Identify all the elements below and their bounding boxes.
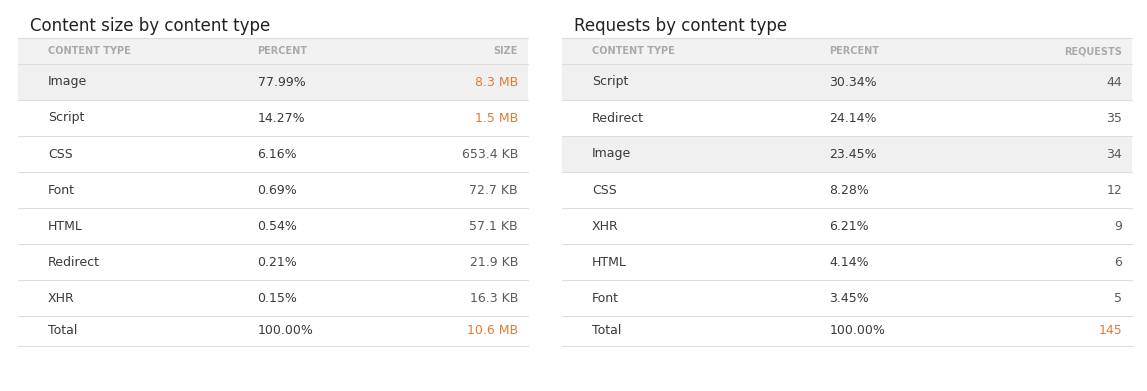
Text: 3.45%: 3.45%	[829, 292, 869, 305]
Bar	[18, 64, 528, 100]
Bar	[562, 280, 1132, 316]
Text: 0.15%: 0.15%	[258, 292, 297, 305]
Bar	[562, 172, 1132, 208]
Text: 21.9 KB: 21.9 KB	[469, 255, 518, 269]
Text: 145: 145	[1098, 325, 1122, 337]
Text: 30.34%: 30.34%	[829, 75, 876, 88]
Text: Font: Font	[48, 183, 75, 197]
Text: HTML: HTML	[48, 219, 83, 233]
Bar	[562, 64, 1132, 100]
Bar	[18, 316, 528, 346]
Text: 44: 44	[1106, 75, 1122, 88]
Text: 34: 34	[1106, 147, 1122, 160]
Text: PERCENT: PERCENT	[258, 46, 307, 56]
Text: 9: 9	[1114, 219, 1122, 233]
Text: Script: Script	[592, 75, 629, 88]
Text: 77.99%: 77.99%	[258, 75, 305, 88]
Text: 35: 35	[1106, 111, 1122, 124]
Bar	[18, 136, 528, 172]
Text: 5: 5	[1114, 292, 1122, 305]
Text: 12: 12	[1106, 183, 1122, 197]
Text: 24.14%: 24.14%	[829, 111, 876, 124]
Bar	[562, 316, 1132, 346]
Text: 100.00%: 100.00%	[258, 325, 313, 337]
Text: Image: Image	[48, 75, 87, 88]
Text: Total: Total	[48, 325, 77, 337]
Bar	[18, 38, 528, 64]
Text: 10.6 MB: 10.6 MB	[467, 325, 518, 337]
Text: REQUESTS: REQUESTS	[1064, 46, 1122, 56]
Text: CSS: CSS	[592, 183, 617, 197]
Text: 0.21%: 0.21%	[258, 255, 297, 269]
Text: Redirect: Redirect	[592, 111, 643, 124]
Text: CONTENT TYPE: CONTENT TYPE	[592, 46, 674, 56]
Text: PERCENT: PERCENT	[829, 46, 880, 56]
Bar	[562, 100, 1132, 136]
Text: 72.7 KB: 72.7 KB	[469, 183, 518, 197]
Text: 23.45%: 23.45%	[829, 147, 876, 160]
Bar	[562, 208, 1132, 244]
Text: Font: Font	[592, 292, 619, 305]
Text: Content size by content type: Content size by content type	[30, 17, 271, 35]
Text: 57.1 KB: 57.1 KB	[469, 219, 518, 233]
Text: 653.4 KB: 653.4 KB	[461, 147, 518, 160]
Text: HTML: HTML	[592, 255, 627, 269]
Bar	[18, 244, 528, 280]
Text: CSS: CSS	[48, 147, 72, 160]
Text: 6.16%: 6.16%	[258, 147, 297, 160]
Bar	[18, 100, 528, 136]
Bar	[562, 244, 1132, 280]
Bar	[562, 136, 1132, 172]
Text: 8.28%: 8.28%	[829, 183, 869, 197]
Text: 1.5 MB: 1.5 MB	[475, 111, 518, 124]
Text: 14.27%: 14.27%	[258, 111, 305, 124]
Text: XHR: XHR	[592, 219, 618, 233]
Text: 0.54%: 0.54%	[258, 219, 297, 233]
Text: CONTENT TYPE: CONTENT TYPE	[48, 46, 131, 56]
Text: Total: Total	[592, 325, 622, 337]
Text: Requests by content type: Requests by content type	[574, 17, 787, 35]
Text: 8.3 MB: 8.3 MB	[475, 75, 518, 88]
Text: Redirect: Redirect	[48, 255, 100, 269]
Text: 6.21%: 6.21%	[829, 219, 868, 233]
Text: 100.00%: 100.00%	[829, 325, 885, 337]
Bar	[18, 172, 528, 208]
Text: 6: 6	[1114, 255, 1122, 269]
Text: XHR: XHR	[48, 292, 75, 305]
Bar	[562, 38, 1132, 64]
Text: Script: Script	[48, 111, 85, 124]
Text: 0.69%: 0.69%	[258, 183, 297, 197]
Text: 4.14%: 4.14%	[829, 255, 868, 269]
Bar	[18, 280, 528, 316]
Text: 16.3 KB: 16.3 KB	[469, 292, 518, 305]
Text: Image: Image	[592, 147, 631, 160]
Text: SIZE: SIZE	[493, 46, 518, 56]
Bar	[18, 208, 528, 244]
